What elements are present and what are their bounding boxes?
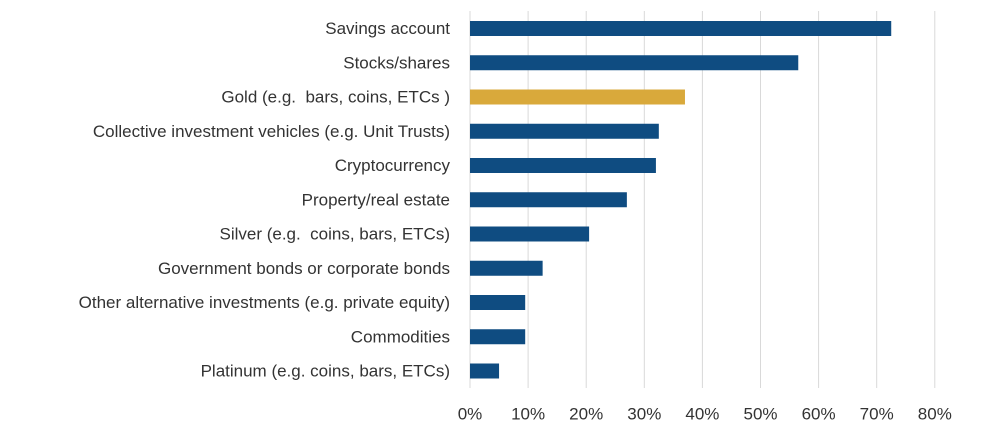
x-tick-label-30: 30% bbox=[627, 405, 661, 424]
tick-labels: 0% 10% 20% 30% 40% 50% 60% 70% 80% bbox=[458, 405, 952, 424]
category-label-10: Commodities bbox=[351, 327, 450, 346]
grid-layer bbox=[469, 11, 936, 388]
category-label-3: Gold (e.g. bars, coins, ETCs ) bbox=[221, 88, 450, 107]
bar-7 bbox=[470, 226, 590, 242]
x-tick-label-20: 20% bbox=[569, 405, 603, 424]
x-tick-label-70: 70% bbox=[860, 405, 894, 424]
bar-11 bbox=[470, 363, 500, 379]
category-labels: Savings account Stocks/shares Gold (e.g. b… bbox=[79, 19, 451, 381]
x-tick-label-40: 40% bbox=[685, 405, 719, 424]
bar-10 bbox=[470, 329, 526, 345]
x-tick-label-60: 60% bbox=[802, 405, 836, 424]
category-label-9: Other alternative investments (e.g. priv… bbox=[79, 293, 450, 312]
category-label-4: Collective investment vehicles (e.g. Uni… bbox=[93, 122, 450, 141]
category-label-7: Silver (e.g. coins, bars, ETCs) bbox=[219, 225, 450, 244]
bar-2 bbox=[470, 55, 799, 71]
bar-6 bbox=[470, 192, 627, 208]
category-label-1: Savings account bbox=[325, 19, 450, 38]
bar-1 bbox=[470, 21, 892, 36]
category-label-11: Platinum (e.g. coins, bars, ETCs) bbox=[201, 362, 450, 381]
category-label-2: Stocks/shares bbox=[343, 53, 450, 72]
category-label-5: Cryptocurrency bbox=[335, 156, 451, 175]
bar-9 bbox=[470, 295, 526, 310]
bar-3 bbox=[470, 89, 685, 105]
bar-4 bbox=[470, 123, 659, 139]
bar-layer bbox=[470, 21, 892, 379]
x-tick-label-50: 50% bbox=[743, 405, 777, 424]
bar-8 bbox=[470, 260, 543, 276]
x-tick-label-0: 0% bbox=[458, 405, 483, 424]
category-label-6: Property/real estate bbox=[302, 190, 450, 209]
bar-5 bbox=[470, 158, 656, 173]
category-label-8: Government bonds or corporate bonds bbox=[158, 259, 450, 278]
x-tick-label-10: 10% bbox=[511, 405, 545, 424]
x-tick-label-80: 80% bbox=[918, 405, 952, 424]
